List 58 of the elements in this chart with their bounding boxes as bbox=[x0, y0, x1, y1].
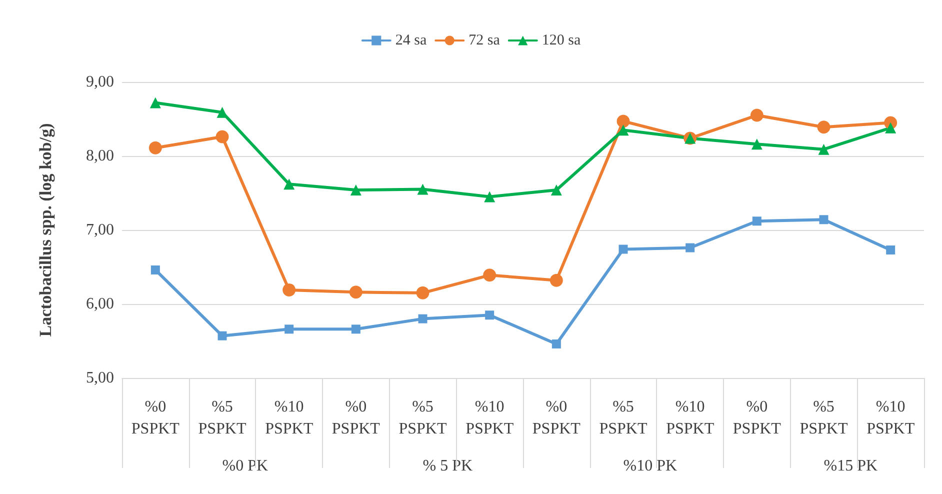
y-tick-label: 5,00 bbox=[86, 370, 114, 386]
legend-label: 72 sa bbox=[468, 32, 500, 48]
legend-label: 24 sa bbox=[395, 32, 427, 48]
x-tick-label: %10 PSPKT bbox=[666, 398, 714, 438]
point bbox=[550, 274, 563, 287]
x-tick-label: %10 PSPKT bbox=[265, 398, 314, 438]
y-axis-title: Lactobacillus spp. (log kob/g) bbox=[36, 123, 55, 337]
x-tick-label: %10 PSPKT bbox=[866, 398, 915, 438]
point bbox=[618, 244, 628, 254]
y-tick-label: 9,00 bbox=[86, 74, 114, 90]
point bbox=[216, 130, 229, 144]
point bbox=[817, 120, 830, 134]
point bbox=[150, 265, 160, 274]
point bbox=[616, 114, 630, 128]
point bbox=[552, 339, 561, 348]
x-tick-label: %10 PSPKT bbox=[466, 398, 514, 438]
point bbox=[417, 184, 428, 195]
point bbox=[416, 286, 430, 300]
x-tick-label: %5 PSPKT bbox=[198, 398, 246, 438]
point bbox=[751, 138, 762, 150]
y-tick-label: 8,00 bbox=[86, 148, 114, 164]
point bbox=[150, 97, 161, 108]
text: %0 PK bbox=[222, 458, 268, 474]
y-tick-label: 7,00 bbox=[86, 222, 114, 238]
text: % 5 PK bbox=[422, 458, 473, 474]
point bbox=[485, 310, 494, 320]
point bbox=[148, 141, 162, 154]
x-tick-label: %0 PSPKT bbox=[131, 398, 180, 438]
text: %10 PK bbox=[623, 458, 678, 474]
point bbox=[218, 331, 227, 340]
text: %15 PK bbox=[824, 458, 878, 474]
point bbox=[284, 178, 295, 190]
point bbox=[284, 324, 294, 334]
point bbox=[819, 215, 828, 224]
point bbox=[885, 122, 896, 134]
x-tick-label: %5 PSPKT bbox=[599, 398, 648, 438]
point bbox=[550, 184, 562, 196]
point bbox=[483, 268, 496, 282]
point bbox=[484, 191, 496, 202]
y-tick-label: 6,00 bbox=[86, 296, 114, 312]
x-tick-label: %5 PSPKT bbox=[398, 398, 447, 438]
point bbox=[349, 286, 362, 299]
x-tick-label: %0 PSPKT bbox=[732, 398, 782, 438]
point bbox=[686, 243, 695, 252]
point bbox=[618, 124, 629, 136]
point bbox=[282, 283, 296, 296]
point bbox=[350, 184, 362, 196]
point bbox=[216, 106, 228, 118]
point bbox=[818, 144, 830, 155]
point bbox=[351, 324, 360, 334]
point bbox=[750, 108, 764, 122]
point bbox=[418, 314, 428, 324]
x-tick-label: %5 PSPKT bbox=[800, 398, 848, 438]
point bbox=[752, 216, 762, 226]
x-tick-label: %0 PSPKT bbox=[532, 398, 581, 438]
x-tick-label: %0 PSPKT bbox=[332, 398, 380, 438]
legend-label: 120 sa bbox=[542, 32, 581, 48]
point bbox=[886, 245, 896, 254]
